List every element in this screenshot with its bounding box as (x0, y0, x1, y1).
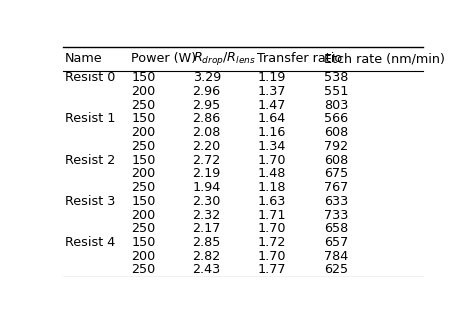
Text: 200: 200 (131, 208, 155, 221)
Text: 538: 538 (324, 71, 348, 84)
Text: Resist 4: Resist 4 (65, 236, 115, 249)
Text: 657: 657 (324, 236, 348, 249)
Text: 675: 675 (324, 167, 348, 180)
Text: 784: 784 (324, 250, 348, 263)
Text: 250: 250 (131, 99, 155, 112)
Text: 2.86: 2.86 (192, 112, 221, 125)
Text: 1.37: 1.37 (257, 85, 286, 98)
Text: 1.64: 1.64 (257, 112, 286, 125)
Text: 2.82: 2.82 (192, 250, 221, 263)
Text: Etch rate (nm/min): Etch rate (nm/min) (324, 52, 445, 65)
Text: 2.85: 2.85 (192, 236, 221, 249)
Text: 2.17: 2.17 (192, 222, 221, 235)
Text: 566: 566 (324, 112, 348, 125)
Text: 2.32: 2.32 (192, 208, 221, 221)
Text: 1.70: 1.70 (257, 222, 286, 235)
Text: 608: 608 (324, 126, 348, 139)
Text: 1.16: 1.16 (257, 126, 286, 139)
Text: 633: 633 (324, 195, 348, 208)
Text: Transfer ratio: Transfer ratio (257, 52, 343, 65)
Text: 792: 792 (324, 140, 348, 153)
Text: 551: 551 (324, 85, 348, 98)
Text: 2.08: 2.08 (192, 126, 221, 139)
Text: 2.72: 2.72 (192, 154, 221, 167)
Text: 1.47: 1.47 (257, 99, 286, 112)
Text: 150: 150 (131, 195, 156, 208)
Text: 2.96: 2.96 (192, 85, 221, 98)
Text: 1.19: 1.19 (257, 71, 286, 84)
Text: Power (W): Power (W) (131, 52, 197, 65)
Text: 658: 658 (324, 222, 348, 235)
Text: 1.71: 1.71 (257, 208, 286, 221)
Text: Name: Name (65, 52, 102, 65)
Text: 803: 803 (324, 99, 348, 112)
Text: 250: 250 (131, 140, 155, 153)
Text: 1.63: 1.63 (257, 195, 286, 208)
Text: 200: 200 (131, 167, 155, 180)
Text: 767: 767 (324, 181, 348, 194)
Text: Resist 1: Resist 1 (65, 112, 115, 125)
Text: 150: 150 (131, 71, 156, 84)
Text: 1.34: 1.34 (257, 140, 286, 153)
Text: 1.70: 1.70 (257, 250, 286, 263)
Text: Resist 0: Resist 0 (65, 71, 115, 84)
Text: 3.29: 3.29 (192, 71, 221, 84)
Text: 2.20: 2.20 (192, 140, 221, 153)
Text: 625: 625 (324, 263, 348, 276)
Text: 250: 250 (131, 263, 155, 276)
Text: 200: 200 (131, 126, 155, 139)
Text: 1.48: 1.48 (257, 167, 286, 180)
Text: 2.95: 2.95 (192, 99, 221, 112)
Text: 2.43: 2.43 (192, 263, 221, 276)
Text: 2.19: 2.19 (192, 167, 221, 180)
Text: Resist 3: Resist 3 (65, 195, 115, 208)
Text: 2.30: 2.30 (192, 195, 221, 208)
Text: 1.72: 1.72 (257, 236, 286, 249)
Text: 608: 608 (324, 154, 348, 167)
Text: 1.77: 1.77 (257, 263, 286, 276)
Text: 150: 150 (131, 112, 156, 125)
Text: 1.18: 1.18 (257, 181, 286, 194)
Text: 200: 200 (131, 250, 155, 263)
Text: 250: 250 (131, 181, 155, 194)
Text: Resist 2: Resist 2 (65, 154, 115, 167)
Text: 150: 150 (131, 236, 156, 249)
Text: $R_{drop}/R_{lens}$: $R_{drop}/R_{lens}$ (192, 50, 255, 67)
Text: 250: 250 (131, 222, 155, 235)
Text: 1.94: 1.94 (192, 181, 221, 194)
Text: 733: 733 (324, 208, 348, 221)
Text: 1.70: 1.70 (257, 154, 286, 167)
Text: 200: 200 (131, 85, 155, 98)
Text: 150: 150 (131, 154, 156, 167)
